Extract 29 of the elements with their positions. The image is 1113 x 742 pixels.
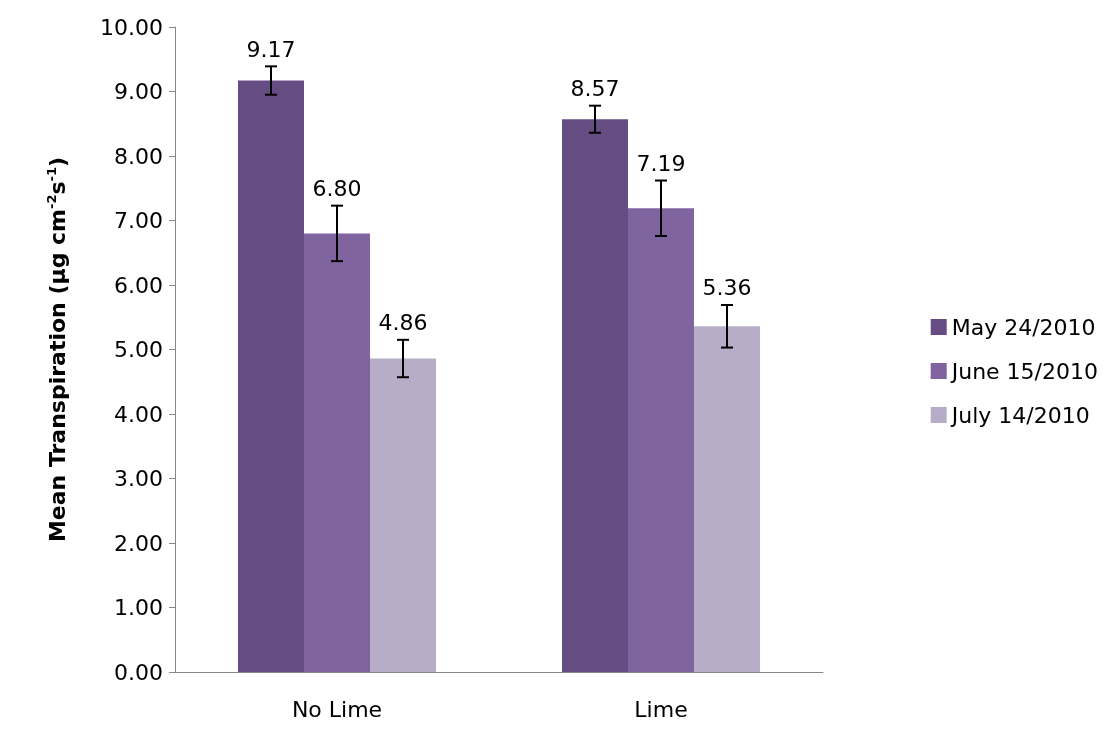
y-tick-label: 8.00 — [114, 143, 163, 169]
data-label: 9.17 — [246, 36, 296, 62]
legend-label: July 14/2010 — [949, 402, 1090, 428]
legend-label: May 24/2010 — [951, 314, 1096, 340]
bar — [562, 119, 628, 672]
bar — [694, 326, 760, 672]
y-tick-label: 3.00 — [114, 466, 163, 491]
y-tick-label: 6.00 — [114, 272, 163, 298]
y-tick-label: 4.00 — [114, 401, 163, 427]
bar — [238, 80, 304, 672]
data-label: 6.80 — [312, 176, 362, 202]
x-tick-label: No Lime — [291, 696, 383, 722]
data-label: 5.36 — [702, 275, 752, 301]
data-label: 7.19 — [636, 151, 686, 177]
legend-label: June 15/2010 — [949, 358, 1099, 384]
x-tick-label: Lime — [634, 696, 688, 722]
y-tick-label: 5.00 — [114, 337, 163, 362]
bar — [628, 208, 694, 672]
y-axis-title: Mean Transpiration (µg cm-2s-1) — [44, 156, 70, 543]
y-tick-label: 2.00 — [114, 530, 163, 556]
y-tick-label: 9.00 — [114, 79, 163, 104]
bar — [304, 233, 370, 672]
data-label: 4.86 — [378, 310, 428, 336]
y-tick-label: 7.00 — [114, 208, 163, 233]
data-label: 8.57 — [570, 76, 620, 102]
y-tick-label: 10.00 — [100, 14, 163, 40]
y-tick-label: 1.00 — [114, 595, 163, 620]
bar — [370, 358, 436, 672]
y-tick-label: 0.00 — [114, 659, 163, 685]
